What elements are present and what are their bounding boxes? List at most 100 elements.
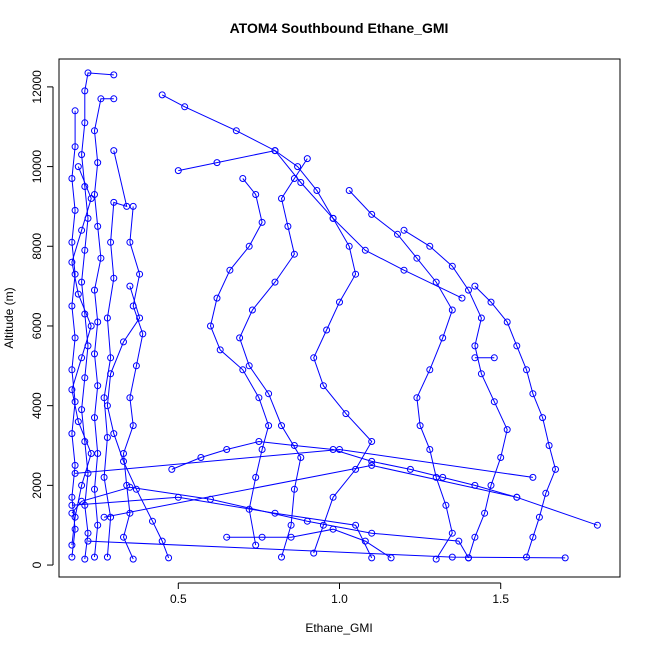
series-line: [239, 158, 308, 558]
data-point: [68, 553, 76, 561]
data-point: [120, 457, 127, 465]
data-point: [213, 294, 221, 302]
data-point: [71, 461, 79, 469]
data-point: [68, 175, 76, 182]
y-tick-label: 12000: [30, 70, 44, 104]
data-point: [165, 554, 173, 562]
data-point: [110, 274, 118, 282]
data-point: [271, 147, 279, 155]
x-tick-label: 0.5: [170, 592, 187, 606]
data-point: [471, 354, 479, 362]
data-point: [245, 362, 253, 370]
data-point: [74, 163, 82, 171]
data-point: [71, 107, 79, 115]
data-point: [129, 555, 137, 563]
series-9: [223, 525, 395, 562]
data-point: [103, 402, 111, 410]
data-point: [477, 314, 485, 322]
data-point: [71, 513, 79, 521]
data-point: [303, 155, 311, 163]
data-point: [529, 533, 537, 541]
data-point: [313, 187, 321, 194]
data-point: [74, 290, 82, 298]
x-axis-label: Ethane_GMI: [305, 621, 372, 635]
data-point: [361, 537, 369, 545]
series-line: [81, 72, 114, 560]
data-point: [71, 525, 79, 533]
x-axis: 0.5 1.0 1.5: [170, 582, 509, 606]
data-point: [239, 366, 247, 374]
data-point: [329, 214, 337, 222]
data-point: [284, 222, 292, 230]
data-point: [107, 238, 115, 246]
data-point: [255, 438, 263, 445]
data-point: [448, 262, 456, 270]
data-point: [561, 554, 569, 562]
data-point: [87, 195, 95, 202]
series-15: [345, 187, 456, 563]
data-point: [71, 334, 79, 342]
data-point: [110, 198, 118, 206]
data-point: [68, 386, 76, 394]
data-point: [290, 442, 298, 449]
data-point: [458, 294, 466, 302]
series-13: [174, 147, 376, 557]
data-point: [103, 314, 111, 322]
data-point: [368, 461, 376, 469]
data-point: [100, 473, 108, 481]
data-point: [107, 354, 115, 362]
data-point: [68, 541, 76, 549]
data-point: [290, 485, 298, 493]
data-point: [223, 533, 231, 541]
series-line: [348, 190, 453, 560]
data-point: [426, 242, 434, 250]
y-axis-label: Altitude (m): [2, 287, 16, 348]
data-point: [448, 306, 456, 314]
series-line: [71, 496, 373, 559]
series-line: [71, 166, 92, 546]
series-line: [87, 540, 566, 559]
data-point: [84, 537, 92, 545]
data-point: [71, 206, 79, 214]
y-tick-label: 4000: [30, 392, 44, 419]
data-point: [81, 374, 89, 382]
data-point: [539, 414, 547, 422]
data-point: [319, 382, 327, 390]
data-point: [126, 394, 134, 402]
series-line: [171, 440, 598, 526]
data-point: [103, 434, 111, 441]
data-point: [181, 103, 189, 111]
data-point: [477, 370, 485, 378]
data-point: [78, 278, 86, 286]
data-point: [71, 469, 79, 477]
data-point: [258, 533, 266, 541]
data-point: [91, 553, 98, 561]
y-tick-label: 10000: [30, 150, 44, 184]
data-point: [471, 533, 479, 541]
x-tick-label: 1.5: [492, 592, 509, 606]
data-point: [158, 91, 166, 99]
data-point: [513, 493, 521, 501]
data-point: [278, 195, 285, 202]
data-point: [68, 366, 76, 374]
data-point: [81, 119, 89, 127]
data-point: [174, 493, 182, 501]
data-point: [252, 191, 260, 198]
data-point: [345, 242, 353, 250]
data-point: [287, 521, 295, 529]
data-point: [529, 390, 537, 398]
data-point: [271, 278, 279, 286]
data-point: [174, 167, 182, 175]
plot-frame: [58, 58, 621, 578]
data-point: [126, 238, 134, 246]
data-point: [481, 509, 489, 517]
data-point: [91, 485, 98, 493]
series-line: [178, 150, 373, 554]
data-point: [310, 549, 318, 557]
series-line: [209, 178, 270, 546]
data-point: [487, 298, 495, 306]
data-point: [513, 342, 521, 350]
series-line: [403, 229, 508, 559]
data-point: [413, 254, 421, 262]
series-line: [161, 94, 463, 299]
